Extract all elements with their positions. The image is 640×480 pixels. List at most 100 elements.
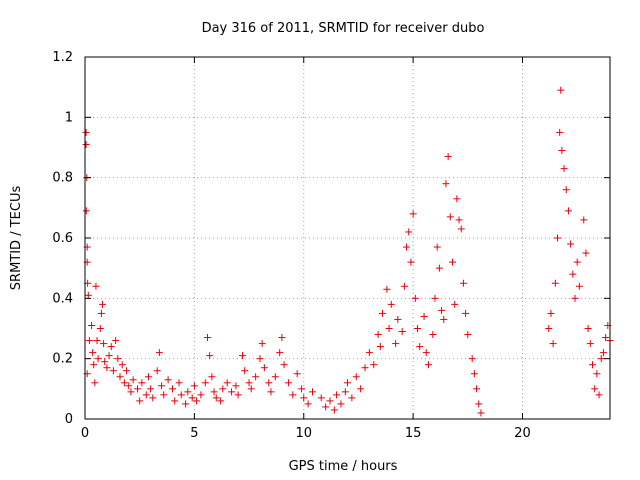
data-point	[431, 294, 439, 302]
data-point	[470, 370, 478, 378]
data-point	[557, 86, 565, 94]
data-point	[136, 397, 144, 405]
data-point	[123, 367, 131, 375]
data-point	[344, 379, 351, 387]
data-point	[429, 331, 437, 339]
data-point	[558, 147, 566, 155]
data-point	[330, 406, 338, 414]
data-point	[201, 379, 209, 387]
data-point	[357, 385, 365, 393]
data-point	[457, 225, 465, 233]
data-point	[337, 400, 345, 408]
data-point	[392, 340, 400, 348]
data-point	[580, 216, 588, 224]
data-point	[245, 379, 253, 387]
x-axis-label: GPS time / hours	[289, 459, 398, 474]
data-point	[545, 325, 553, 332]
data-point	[564, 207, 572, 215]
data-point	[293, 370, 301, 378]
data-point	[403, 243, 411, 251]
data-point	[94, 355, 102, 363]
data-point	[260, 364, 268, 372]
data-point	[556, 128, 564, 136]
data-point	[348, 394, 356, 402]
data-point	[455, 216, 463, 224]
data-point	[89, 349, 97, 357]
data-point	[398, 328, 406, 336]
axis-ticks	[84, 56, 610, 420]
data-point	[280, 361, 288, 369]
data-point	[204, 334, 211, 342]
y-tick-label: 1	[65, 110, 73, 125]
data-point	[153, 367, 161, 375]
data-point	[365, 349, 373, 357]
data-point	[477, 409, 485, 417]
data-point	[591, 385, 599, 393]
data-point	[99, 300, 106, 308]
data-point	[414, 325, 421, 332]
data-point	[85, 337, 93, 345]
data-point	[589, 361, 596, 369]
data-point	[586, 340, 594, 348]
data-point	[134, 385, 141, 393]
data-point	[155, 349, 163, 357]
data-point	[284, 379, 292, 387]
data-point	[451, 300, 459, 308]
data-point	[206, 352, 214, 360]
data-point	[567, 240, 575, 248]
data-point	[376, 343, 384, 351]
data-point	[212, 394, 220, 402]
data-point	[411, 294, 419, 302]
data-point	[462, 309, 470, 317]
data-point	[379, 309, 386, 317]
data-point	[298, 385, 306, 393]
data-point	[317, 394, 325, 402]
data-point	[309, 388, 316, 396]
data-point	[142, 391, 150, 399]
data-points	[82, 86, 614, 417]
data-point	[370, 361, 378, 369]
data-point	[300, 394, 308, 402]
data-point	[234, 391, 242, 399]
data-point	[446, 213, 454, 221]
data-point	[573, 258, 581, 266]
data-point	[333, 391, 341, 399]
data-point	[599, 349, 607, 357]
data-point	[387, 300, 395, 308]
data-point	[433, 243, 441, 251]
data-point	[551, 279, 559, 287]
data-point	[547, 309, 555, 317]
data-point	[449, 258, 456, 266]
data-point	[92, 282, 100, 290]
data-point	[422, 349, 430, 357]
data-point	[326, 397, 334, 405]
y-tick-label: 0	[65, 412, 73, 427]
data-point	[82, 140, 90, 148]
data-point	[385, 325, 393, 332]
x-tick-labels: 0 5 10 15 20	[81, 426, 531, 441]
data-point	[265, 379, 273, 387]
y-tick-label: 1.2	[52, 50, 73, 65]
data-point	[593, 370, 601, 378]
data-point	[109, 367, 117, 375]
data-point	[252, 373, 260, 381]
data-point	[91, 379, 99, 387]
data-point	[169, 385, 176, 393]
data-point	[103, 364, 111, 372]
data-point	[241, 367, 249, 375]
data-point	[440, 315, 448, 323]
data-point	[569, 270, 577, 278]
data-point	[82, 207, 90, 215]
data-point	[289, 391, 297, 399]
data-point	[473, 385, 481, 393]
data-point	[554, 234, 561, 242]
data-point	[571, 294, 579, 302]
data-point	[383, 285, 391, 293]
data-point	[93, 337, 101, 345]
data-point	[444, 153, 452, 161]
data-point	[208, 373, 216, 381]
data-point	[582, 249, 590, 257]
data-point	[97, 309, 105, 317]
y-tick-label: 0.6	[52, 231, 73, 246]
data-point	[239, 352, 246, 360]
